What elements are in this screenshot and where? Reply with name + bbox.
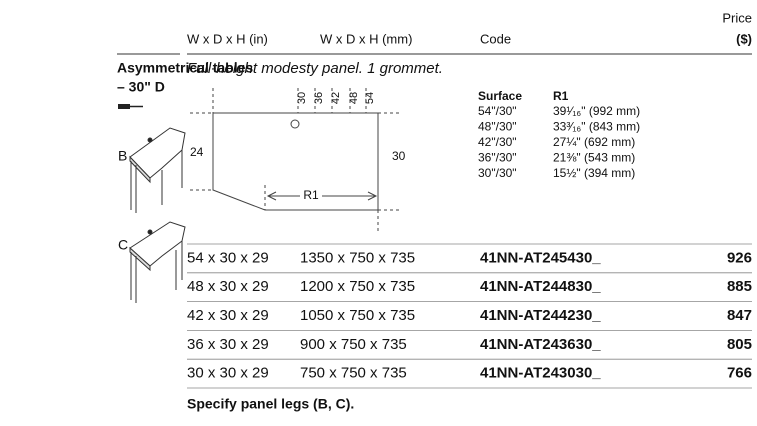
dimension-label: 30 [392, 149, 406, 163]
dimension-label: 24 [190, 145, 204, 159]
surface-cell: 30"/30" [478, 166, 517, 180]
surface-cell: 36"/30" [478, 151, 517, 165]
price-cell: 805 [727, 336, 752, 353]
table-drawing [130, 222, 185, 303]
col-header: Code [480, 31, 511, 46]
variant-label: C [118, 237, 128, 253]
surface-header: Surface [478, 89, 522, 103]
surface-cell: 39¹⁄₁₆" (992 mm) [553, 104, 640, 118]
table-cell: 41NN-AT244830_ [480, 278, 601, 295]
width-label: 48 [348, 92, 360, 104]
page: W x D x H (in) W x D x H (mm) Code Price… [0, 0, 757, 426]
table-cell: 900 x 750 x 735 [300, 336, 407, 353]
table-cell: 1200 x 750 x 735 [300, 278, 415, 295]
price-cell: 926 [727, 249, 752, 266]
price-cell: 885 [727, 278, 752, 295]
surface-cell: 21⅜" (543 mm) [553, 151, 635, 165]
table-cell: 41NN-AT245430_ [480, 249, 601, 266]
col-header: W x D x H (mm) [320, 31, 412, 46]
footer-note: Specify panel legs (B, C). [187, 396, 354, 412]
table-cell: 30 x 30 x 29 [187, 365, 269, 382]
surface-cell: 48"/30" [478, 120, 517, 134]
table-cell: 42 x 30 x 29 [187, 307, 269, 324]
width-label: 36 [313, 92, 325, 104]
table-cell: 1050 x 750 x 735 [300, 307, 415, 324]
surface-cell: 33³⁄₁₆" (843 mm) [553, 120, 640, 134]
table-drawing [130, 128, 185, 213]
diagram [190, 88, 400, 232]
surface-cell: 27¼" (692 mm) [553, 135, 635, 149]
table-cell: 41NN-AT243030_ [480, 365, 601, 382]
width-label: 54 [364, 92, 376, 104]
table-cell: 48 x 30 x 29 [187, 278, 269, 295]
variant-label: B [118, 148, 127, 164]
price-cell: 766 [727, 365, 752, 382]
surface-cell: 42"/30" [478, 135, 517, 149]
table-cell: 41NN-AT243630_ [480, 336, 601, 353]
table-cell: 54 x 30 x 29 [187, 249, 269, 266]
dimension-label: R1 [303, 188, 319, 202]
width-label: 30 [296, 92, 308, 104]
table-cell: 750 x 750 x 735 [300, 365, 407, 382]
col-header: ($) [736, 31, 752, 46]
table-cell: 41NN-AT244230_ [480, 307, 601, 324]
description: Full-height modesty panel. 1 grommet. [187, 60, 443, 77]
screwdriver-icon [118, 104, 143, 109]
width-label: 42 [330, 92, 342, 104]
col-header: W x D x H (in) [187, 31, 268, 46]
surface-header: R1 [553, 89, 569, 103]
section-subtitle: – 30" D [117, 79, 165, 95]
table-cell: 1350 x 750 x 735 [300, 249, 415, 266]
surface-cell: 54"/30" [478, 104, 517, 118]
table-cell: 36 x 30 x 29 [187, 336, 269, 353]
surface-cell: 15½" (394 mm) [553, 166, 635, 180]
price-cell: 847 [727, 307, 752, 324]
col-header: Price [722, 10, 752, 25]
